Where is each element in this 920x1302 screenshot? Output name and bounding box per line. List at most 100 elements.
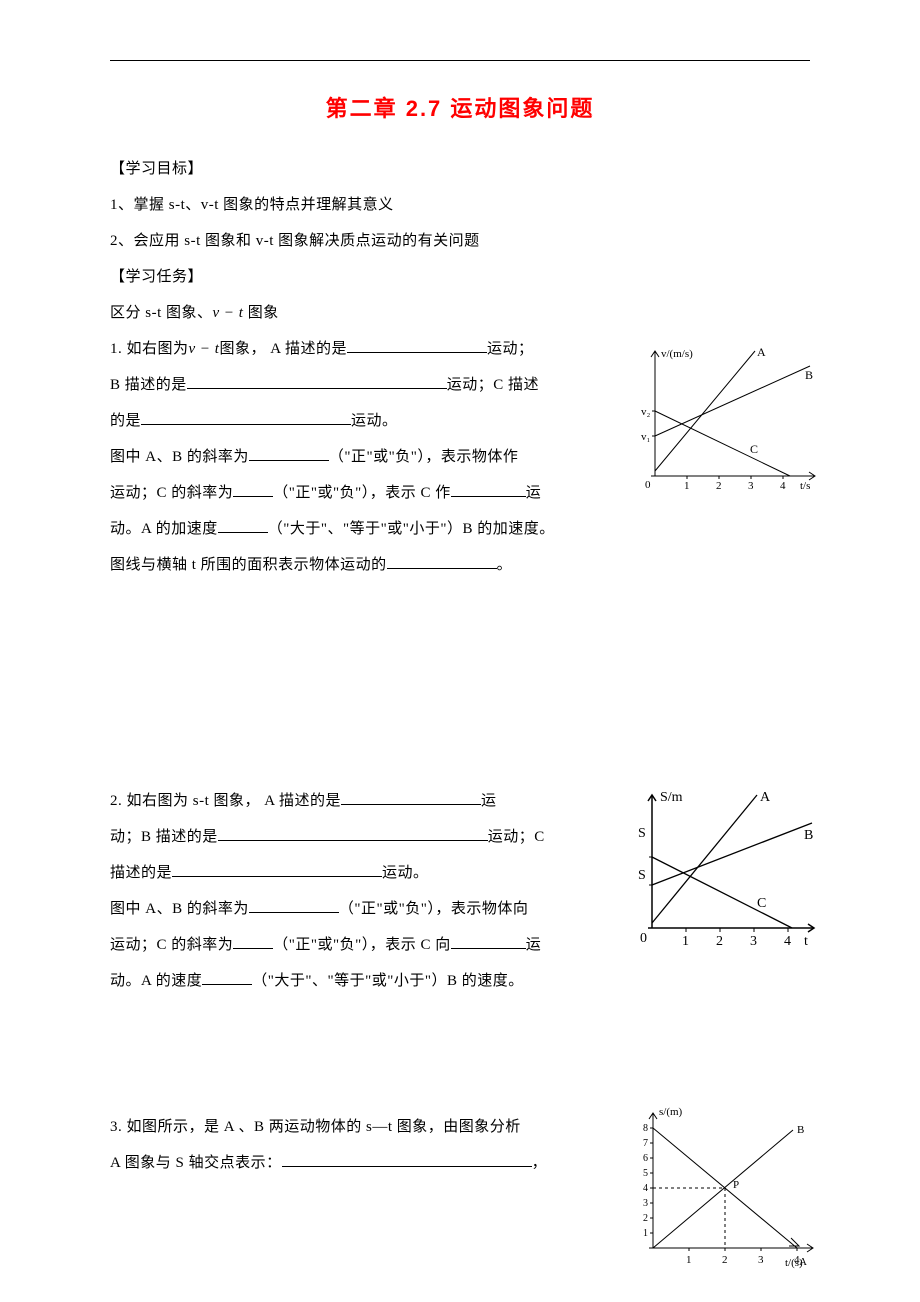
q2-l6: 动。A 的速度（"大于"、"等于"或"小于"）B 的速度。	[110, 963, 600, 999]
blank	[172, 861, 382, 877]
blank	[282, 1151, 532, 1167]
svg-text:4: 4	[780, 480, 786, 491]
q1-l2: B 描述的是 运动；C 描述	[110, 367, 600, 403]
svg-text:0: 0	[645, 479, 651, 491]
blank	[218, 517, 268, 533]
c3-ylabel: s/(m)	[659, 1106, 683, 1118]
tasks-heading: 【学习任务】	[110, 259, 810, 295]
q1-l3: 的是运动。	[110, 403, 600, 439]
task-intro-b: 图象	[243, 305, 278, 321]
q2-l3b: 运动。	[382, 865, 429, 881]
blank	[233, 481, 273, 497]
svg-text:1: 1	[684, 480, 690, 491]
question-3: 3. 如图所示，是 A 、B 两运动物体的 s—t 图象，由图象分析 A 图象与…	[110, 1109, 810, 1181]
svg-text:B: B	[797, 1124, 804, 1136]
q1-l2a: B 描述的是	[110, 377, 187, 393]
q1-l5c: 运	[526, 485, 542, 501]
svg-text:A: A	[799, 1256, 807, 1268]
blank	[341, 789, 481, 805]
svg-text:3: 3	[750, 934, 757, 948]
question-2: 2. 如右图为 s-t 图象， A 描述的是运 动；B 描述的是 运动；C 描述的…	[110, 783, 810, 999]
svg-text:P: P	[733, 1179, 739, 1191]
q2-l3a: 描述的是	[110, 865, 172, 881]
q2-l4: 图中 A、B 的斜率为（"正"或"负"），表示物体向	[110, 891, 600, 927]
c1-yt1: v₂	[641, 406, 651, 418]
q1-l3b: 运动。	[351, 413, 398, 429]
q2-text: 2. 如右图为 s-t 图象， A 描述的是运 动；B 描述的是 运动；C 描述的…	[110, 783, 600, 999]
svg-text:A: A	[757, 345, 766, 359]
q2-l1: 2. 如右图为 s-t 图象， A 描述的是运	[110, 783, 600, 819]
objective-2: 2、会应用 s-t 图象和 v-t 图象解决质点运动的有关问题	[110, 223, 810, 259]
q2-l6b: （"大于"、"等于"或"小于"）B 的速度。	[252, 973, 524, 989]
q1-l5a: 运动；C 的斜率为	[110, 485, 233, 501]
svg-text:1: 1	[682, 934, 689, 948]
top-rule	[110, 60, 810, 61]
q1-l4b: （"正"或"负"），表示物体作	[329, 449, 519, 465]
svg-text:3: 3	[643, 1198, 648, 1209]
svg-text:4: 4	[784, 934, 791, 948]
q2-l5b: （"正"或"负"），表示 C 向	[273, 937, 451, 953]
q2-l5: 运动；C 的斜率为 （"正"或"负"），表示 C 向 运	[110, 927, 600, 963]
svg-text:4: 4	[643, 1183, 648, 1194]
svg-text:7: 7	[643, 1138, 648, 1149]
svg-text:C: C	[750, 442, 758, 456]
question-1: 1. 如右图为v − t图象， A 描述的是运动； B 描述的是运动；C 描述 …	[110, 331, 810, 583]
chart-2: S/m S S 1 2 3 4 t 0 A B C	[630, 783, 820, 948]
svg-text:A: A	[760, 790, 771, 805]
page-title: 第二章 2.7 运动图象问题	[110, 91, 810, 123]
svg-text:8: 8	[643, 1123, 648, 1134]
q1-l7: 图线与横轴 t 所围的面积表示物体运动的 。	[110, 547, 600, 583]
q1-l4a: 图中 A、B 的斜率为	[110, 449, 249, 465]
q2-l3: 描述的是 运动。	[110, 855, 600, 891]
svg-text:B: B	[805, 368, 813, 382]
q1-l4: 图中 A、B 的斜率为 （"正"或"负"），表示物体作	[110, 439, 600, 475]
q1-l5b: （"正"或"负"），表示 C 作	[273, 485, 451, 501]
blank	[249, 445, 329, 461]
blank	[347, 337, 487, 353]
q1-l1c: 运动；	[487, 341, 534, 357]
page: 第二章 2.7 运动图象问题 【学习目标】 1、掌握 s-t、v-t 图象的特点…	[0, 0, 920, 1241]
svg-text:C: C	[757, 896, 766, 911]
q2-l2: 动；B 描述的是 运动；C	[110, 819, 600, 855]
q1-l7b: 。	[497, 557, 513, 573]
blank	[451, 481, 526, 497]
q2-l2a: 动；B 描述的是	[110, 829, 218, 845]
q2-l2b: 运动；C	[488, 829, 545, 845]
svg-text:B: B	[804, 828, 813, 843]
c2-xlabel: t	[804, 934, 808, 948]
task-intro: 区分 s-t 图象、v − t 图象	[110, 295, 810, 331]
q1-l6a: 动。A 的加速度	[110, 521, 218, 537]
objective-1: 1、掌握 s-t、v-t 图象的特点并理解其意义	[110, 187, 810, 223]
q3-l2: A 图象与 S 轴交点表示： ，	[110, 1145, 580, 1181]
blank	[387, 553, 497, 569]
svg-text:6: 6	[643, 1153, 648, 1164]
c1-yt2: v₁	[641, 431, 651, 443]
q1-l1a: 1. 如右图为	[110, 341, 189, 357]
svg-text:1: 1	[643, 1228, 648, 1239]
svg-text:2: 2	[716, 934, 723, 948]
q1-l6: 动。A 的加速度 （"大于"、"等于"或"小于"）B 的加速度。	[110, 511, 600, 547]
blank	[249, 897, 339, 913]
q2-l4b: （"正"或"负"），表示物体向	[339, 901, 529, 917]
svg-text:0: 0	[640, 931, 647, 946]
svg-text:3: 3	[758, 1254, 764, 1266]
svg-text:5: 5	[643, 1168, 648, 1179]
spacer	[110, 603, 810, 783]
svg-text:2: 2	[716, 480, 722, 491]
q3-l2b: ，	[532, 1155, 548, 1171]
q2-l5a: 运动；C 的斜率为	[110, 937, 233, 953]
q3-l2a: A 图象与 S 轴交点表示：	[110, 1155, 282, 1171]
q1-l6b: （"大于"、"等于"或"小于"）B 的加速度。	[268, 521, 555, 537]
q2-l5c: 运	[526, 937, 542, 953]
q1-l7a: 图线与横轴 t 所围的面积表示物体运动的	[110, 557, 387, 573]
q1-l5: 运动；C 的斜率为 （"正"或"负"），表示 C 作 运	[110, 475, 600, 511]
q1-l1: 1. 如右图为v − t图象， A 描述的是运动；	[110, 331, 600, 367]
q1-text: 1. 如右图为v − t图象， A 描述的是运动； B 描述的是运动；C 描述 …	[110, 331, 600, 583]
q2-l1b: 运	[481, 793, 497, 809]
q3-text: 3. 如图所示，是 A 、B 两运动物体的 s—t 图象，由图象分析 A 图象与…	[110, 1109, 580, 1181]
chart-1: v/(m/s) v₂ v₁ 1 2 3 4 t/s 0 A	[635, 341, 820, 491]
q1-l2b: 运动；C 描述	[447, 377, 539, 393]
task-intro-a: 区分 s-t 图象、	[110, 305, 213, 321]
blank	[218, 825, 488, 841]
c2-ylabel: S/m	[660, 790, 683, 805]
